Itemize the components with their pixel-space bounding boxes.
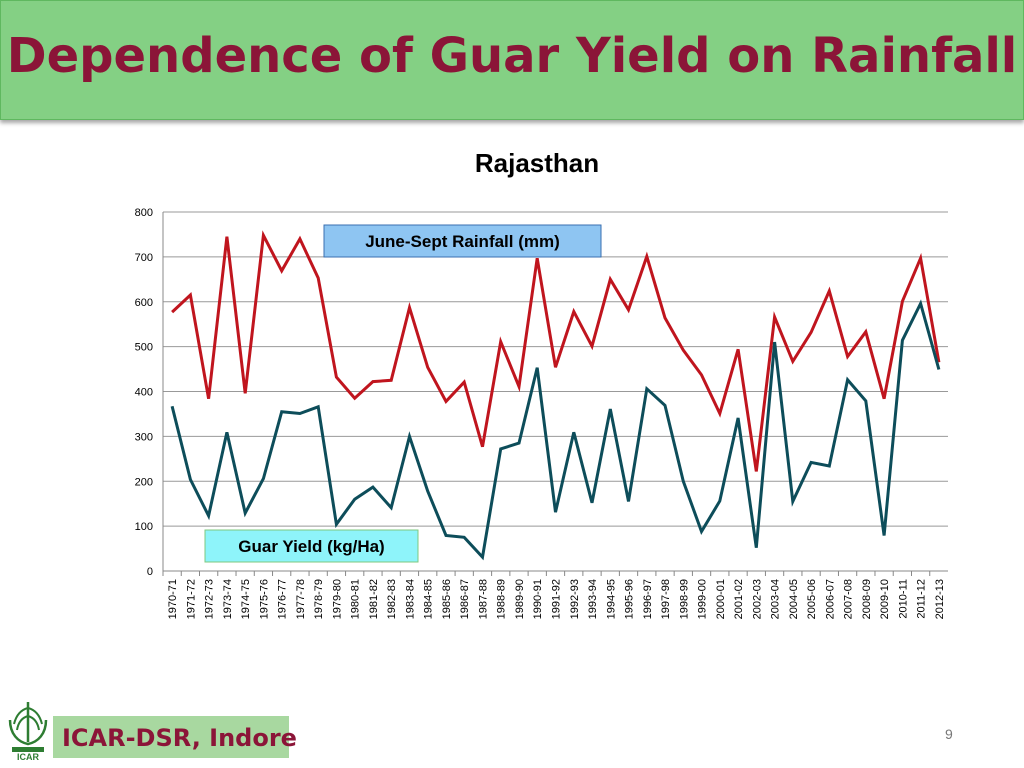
x-tick-label: 2010-11 <box>897 579 909 619</box>
series-lines <box>170 230 941 561</box>
slide-title: Dependence of Guar Yield on Rainfall <box>6 28 1018 84</box>
x-tick-label: 1988-89 <box>496 579 508 619</box>
rainfall-series-label: June-Sept Rainfall (mm) <box>365 232 560 251</box>
yield-series-label-box <box>204 529 419 563</box>
x-tick-label: 1999-00 <box>697 579 709 619</box>
x-tick-label: 1977-78 <box>295 579 307 619</box>
grid-lines <box>162 211 948 572</box>
x-tick-label: 1971-72 <box>185 579 197 619</box>
logo-text: ICAR <box>17 752 39 762</box>
y-tick-label: 200 <box>135 476 153 488</box>
x-tick-label: 1984-85 <box>423 579 435 619</box>
rainfall-series-line <box>171 230 941 472</box>
y-tick-labels: 0 100 200 300 400 500 600 700 800 <box>135 207 153 578</box>
x-tick-label: 1982-83 <box>386 579 398 619</box>
x-tick-label: 1996-97 <box>642 579 654 619</box>
y-tick-label: 400 <box>135 387 153 399</box>
x-tick-label: 1998-99 <box>678 579 690 619</box>
page-number: 9 <box>945 726 953 742</box>
footer-text: ICAR-DSR, Indore <box>62 724 297 752</box>
x-tick-label: 1994-95 <box>605 579 617 619</box>
x-tick-label: 1985-86 <box>441 579 453 619</box>
x-tick-label: 1997-98 <box>660 579 672 619</box>
x-tick-label: 2001-02 <box>733 579 745 619</box>
y-tick-label: 700 <box>135 252 153 264</box>
y-tick-label: 500 <box>135 342 153 354</box>
x-tick-label: 1979-80 <box>331 579 343 619</box>
x-tick-label: 1974-75 <box>240 579 252 619</box>
x-tick-label: 2009-10 <box>879 579 891 619</box>
x-tick-label: 2008-09 <box>861 579 873 619</box>
x-tick-label: 1973-74 <box>222 579 234 619</box>
y-tick-label: 800 <box>135 207 153 219</box>
x-tick-label: 2004-05 <box>788 579 800 619</box>
x-tick-label: 1978-79 <box>313 579 325 619</box>
x-tick-label: 1989-90 <box>514 579 526 619</box>
x-tick-label: 1976-77 <box>277 579 289 619</box>
chart-title: Rajasthan <box>475 148 599 178</box>
x-tick-label: 2006-07 <box>824 579 836 619</box>
x-tick-label: 2000-01 <box>715 579 727 619</box>
y-tick-label: 100 <box>135 521 153 533</box>
y-tick-label: 600 <box>135 297 153 309</box>
title-banner <box>0 0 1024 120</box>
y-tick-label: 0 <box>147 566 153 578</box>
x-tick-label: 1975-76 <box>258 579 270 619</box>
icar-logo <box>6 698 50 765</box>
yield-series-label: Guar Yield (kg/Ha) <box>238 537 384 556</box>
y-tick-label: 300 <box>135 431 153 443</box>
x-tick-label: 1972-73 <box>204 579 216 619</box>
x-tick-label: 1992-93 <box>569 579 581 619</box>
x-tick-label: 1990-91 <box>532 579 544 619</box>
x-tick-label: 1983-84 <box>404 579 416 619</box>
x-tick-label: 1995-96 <box>624 579 636 619</box>
rainfall-series-label-box <box>323 224 602 258</box>
x-tick-label: 1987-88 <box>477 579 489 619</box>
x-tick-label: 2007-08 <box>843 579 855 619</box>
x-tick-label: 2003-04 <box>770 579 782 619</box>
series-labels: June-Sept Rainfall (mm) Guar Yield (kg/Ha… <box>204 224 602 563</box>
x-tick-label: 1980-81 <box>350 579 362 619</box>
x-tick-label: 2005-06 <box>806 579 818 619</box>
footer-box <box>53 716 289 758</box>
x-tick-label: 1991-92 <box>551 579 563 619</box>
x-tick-label: 1986-87 <box>459 579 471 619</box>
x-tick-label: 2011-12 <box>916 579 928 619</box>
x-tick-label: 2002-03 <box>751 579 763 619</box>
x-tick-label: 1981-82 <box>368 579 380 619</box>
x-tick-label: 1993-94 <box>587 579 599 619</box>
yield-series-line <box>170 299 941 561</box>
x-tick-labels: 1970-71 1971-72 1972-73 1973-74 1974-75 1975-… <box>162 571 946 619</box>
x-tick-label: 2012-13 <box>934 579 946 619</box>
x-tick-label: 1970-71 <box>167 579 179 619</box>
line-chart: Rajasthan 0 100 200 300 400 500 600 700 800 1970… <box>135 148 948 619</box>
